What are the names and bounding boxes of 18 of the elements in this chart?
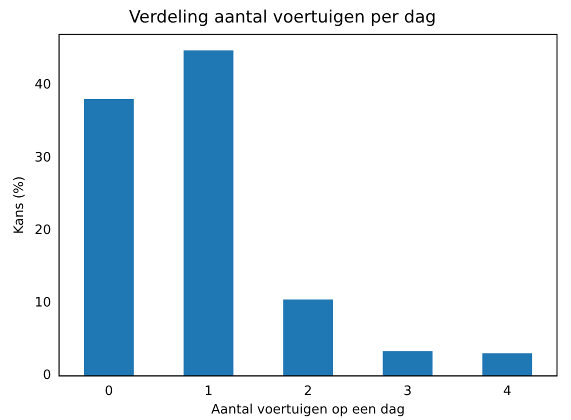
bar [482, 353, 532, 376]
y-tick-label: 0 [42, 368, 52, 384]
y-tick-label: 20 [34, 222, 52, 238]
y-tick-label: 40 [34, 78, 52, 93]
x-tick-label: 2 [304, 384, 312, 399]
bar [184, 50, 234, 376]
x-tick-label: 1 [204, 384, 213, 399]
chart-title: Verdeling aantal voertuigen per dag [128, 8, 436, 28]
x-tick-label: 0 [104, 384, 114, 399]
bar [382, 351, 433, 376]
x-tick-label: 3 [404, 384, 412, 399]
x-axis-title: Aantal voertuigen op een dag [211, 402, 405, 418]
y-tick-label: 30 [34, 150, 52, 166]
y-axis-title: Kans (%) [12, 176, 28, 234]
x-tick-label: 4 [503, 384, 512, 399]
bar [84, 99, 134, 376]
bar [283, 300, 333, 376]
y-tick-label: 10 [34, 296, 52, 311]
